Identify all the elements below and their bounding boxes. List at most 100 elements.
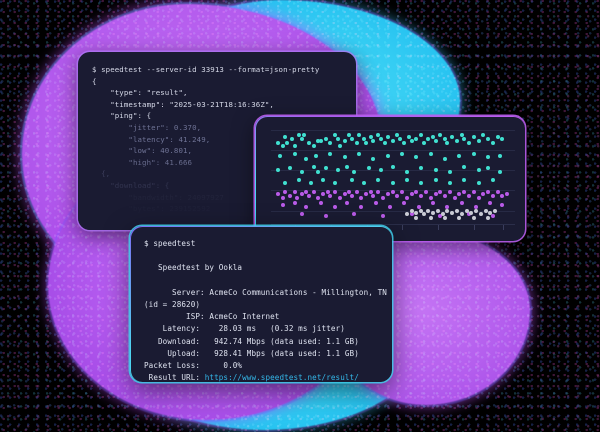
chart-dot-idle — [404, 212, 409, 217]
chart-dot-idle — [443, 216, 448, 221]
chart-dot-idle — [409, 208, 414, 213]
chart-dot-download — [354, 140, 359, 145]
chart-dot-download — [426, 137, 431, 142]
chart-dot-idle — [493, 208, 498, 213]
chart-x-tick — [474, 225, 476, 230]
chart-dot-idle — [435, 208, 440, 213]
chart-dot-download — [428, 151, 433, 156]
chart-dot-upload — [280, 203, 285, 208]
chart-dot-idle — [471, 216, 476, 221]
chart-dot-upload — [466, 194, 471, 199]
chart-dot-idle — [428, 216, 433, 221]
chart-dot-upload — [404, 195, 409, 200]
chart-dot-upload — [311, 190, 316, 195]
chart-dot-download — [316, 138, 321, 143]
chart-dot-upload — [280, 195, 285, 200]
chart-dot-download — [361, 137, 366, 142]
chart-dot-download — [328, 140, 333, 145]
chart-dot-upload — [306, 194, 311, 199]
chart-dot-download — [371, 157, 376, 162]
chart-dot-upload — [400, 190, 405, 195]
chart-dot-upload — [352, 212, 357, 217]
chart-dot-upload — [342, 192, 347, 197]
chart-dot-download — [349, 137, 354, 142]
chart-dot-download — [450, 135, 455, 140]
chart-dot-download — [342, 138, 347, 143]
chart-dot-download — [414, 137, 419, 142]
terminal-card-dot-chart — [255, 116, 525, 241]
chart-dot-download — [433, 177, 438, 182]
chart-dot-download — [447, 181, 452, 186]
chart-dot-download — [500, 137, 505, 142]
chart-dot-download — [457, 153, 462, 158]
chart-dot-upload — [347, 190, 352, 195]
chart-dot-upload — [368, 190, 373, 195]
terminal-card-result-summary: $ speedtest Speedtest by Ookla Server: A… — [130, 226, 392, 382]
chart-dot-upload — [349, 194, 354, 199]
chart-dot-download — [486, 155, 491, 160]
chart-dot-download — [357, 151, 362, 156]
terminal-line: $ speedtest — [144, 239, 196, 248]
terminal-line: ISP: AcmeCo Internet — [144, 312, 280, 322]
chart-dot-upload — [376, 190, 381, 195]
chart-dot-download — [361, 181, 366, 186]
chart-dot-idle — [483, 208, 488, 213]
chart-dot-download — [287, 166, 292, 171]
chart-dot-download — [345, 164, 350, 169]
result-url-link-part1[interactable]: https://www.speedtest.net/result/ — [204, 373, 359, 382]
chart-dot-download — [314, 153, 319, 158]
chart-dot-download — [278, 153, 283, 158]
chart-dot-download — [404, 170, 409, 175]
chart-dot-download — [433, 168, 438, 173]
chart-dot-download — [328, 151, 333, 156]
chart-dot-idle — [414, 216, 419, 221]
chart-dot-download — [306, 140, 311, 145]
chart-dot-download — [371, 138, 376, 143]
chart-dot-download — [376, 133, 381, 138]
chart-dot-upload — [438, 190, 443, 195]
chart-dot-upload — [476, 195, 481, 200]
chart-dot-download — [321, 177, 326, 182]
chart-dot-upload — [388, 205, 393, 210]
chart-dot-download — [292, 151, 297, 156]
chart-dot-download — [311, 144, 316, 149]
chart-dot-download — [495, 135, 500, 140]
chart-dot-download — [462, 137, 467, 142]
chart-dot-download — [383, 140, 388, 145]
chart-dot-download — [311, 164, 316, 169]
chart-dot-upload — [416, 205, 421, 210]
chart-dot-download — [414, 155, 419, 160]
chart-dot-idle — [445, 208, 450, 213]
chart-x-tick — [438, 225, 440, 230]
terminal-line: $ speedtest --server-id 33913 --format=j… — [92, 65, 320, 74]
chart-dot-upload — [428, 195, 433, 200]
chart-dot-upload — [390, 190, 395, 195]
chart-dot-upload — [333, 205, 338, 210]
chart-dot-upload — [443, 194, 448, 199]
terminal-line: "jitter": 0.370, — [92, 122, 202, 132]
chart-gridline — [271, 210, 515, 212]
terminal-line: Latency: 28.03 ms (0.32 ms jitter) — [144, 324, 345, 334]
dot-chart-plot-area — [271, 126, 515, 230]
chart-dot-download — [419, 181, 424, 186]
chart-dot-upload — [457, 192, 462, 197]
result-card-content: $ speedtest Speedtest by Ookla Server: A… — [130, 226, 392, 382]
chart-dot-upload — [316, 195, 321, 200]
terminal-line: { — [92, 76, 97, 86]
chart-dot-upload — [275, 192, 280, 197]
chart-dot-idle — [464, 208, 469, 213]
chart-dot-download — [486, 166, 491, 171]
chart-dot-download — [280, 144, 285, 149]
result-url-line: Result URL: https://www.speedtest.net/re… — [144, 372, 378, 382]
terminal-line: "type": "result", — [92, 88, 188, 98]
chart-dot-download — [275, 140, 280, 145]
chart-dot-upload — [431, 201, 436, 206]
chart-dot-upload — [325, 190, 330, 195]
terminal-line: "timestamp": "2025-03-21T18:16:36Z", — [92, 99, 274, 109]
chart-dot-idle — [459, 212, 464, 217]
chart-dot-download — [292, 144, 297, 149]
chart-x-tick — [402, 225, 404, 230]
terminal-line: Server: AcmeCo Communications - Millingt… — [144, 287, 387, 297]
chart-dot-upload — [423, 190, 428, 195]
chart-dot-upload — [359, 195, 364, 200]
